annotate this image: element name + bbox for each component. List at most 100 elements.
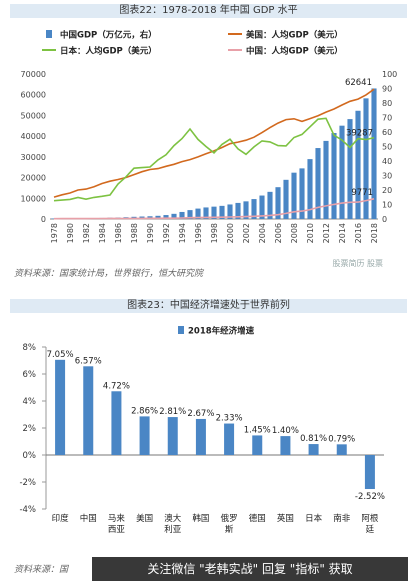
left-tick-label: 10000 — [21, 194, 46, 203]
x-tick-label: 1982 — [82, 223, 91, 243]
gdp-bar — [331, 133, 337, 219]
y-tick-label: 4% — [23, 397, 37, 407]
x-tick-label: 2004 — [258, 223, 267, 243]
gdp-bar — [187, 210, 193, 219]
series-line-2 — [53, 117, 375, 202]
gdp-bar — [315, 148, 321, 219]
right-tick-label: 30 — [382, 172, 392, 181]
category-label: 西亚 — [108, 525, 126, 535]
series-line-1 — [53, 88, 375, 198]
category-label: 韩国 — [192, 513, 209, 524]
x-tick-label: 2006 — [274, 223, 283, 243]
x-tick-label: 2000 — [226, 223, 235, 243]
gdp-bar — [259, 195, 265, 219]
x-tick-label: 2014 — [338, 223, 347, 243]
category-label: 德国 — [249, 513, 266, 524]
gdp-bar — [339, 125, 345, 219]
x-tick-label: 1990 — [146, 223, 155, 243]
right-tick-label: 10 — [382, 201, 392, 210]
legend-label-2: 日本：人均GDP（美元） — [60, 46, 157, 57]
gdp-bar — [307, 159, 313, 219]
legend-swatch — [178, 326, 184, 334]
category-label: 英国 — [277, 513, 294, 524]
right-tick-label: 90 — [382, 85, 392, 94]
data-label: 0.79% — [328, 434, 355, 444]
gdp-bar — [347, 119, 353, 219]
x-tick-label: 1978 — [50, 223, 59, 243]
growth-bar — [224, 423, 235, 455]
y-tick-label: 8% — [23, 343, 37, 353]
growth-bar — [195, 418, 206, 455]
growth-bar — [139, 416, 150, 455]
source-note-bottom: 资料来源：国 — [14, 565, 69, 575]
right-tick-label: 80 — [382, 99, 392, 108]
category-label: 中国 — [80, 513, 97, 524]
x-tick-label: 2010 — [306, 223, 315, 243]
growth-chart: 2018年经济增速 -4% -2% 0% 2% 4% 6% 8% 7.05%6.57% 4.72%… — [19, 326, 385, 536]
right-tick-label: 60 — [382, 128, 392, 137]
growth-bar — [336, 444, 347, 455]
gdp-bar — [219, 205, 225, 219]
promo-banner[interactable]: 关注微信 "老韩实战" 回复 "指标" 获取 — [92, 557, 408, 581]
panel-growth: 图表23：中国经济增速处于世界前列 2018年经济增速 -4% -2% 0% 2% 4% 6… — [0, 295, 417, 583]
x-tick-label: 2018 — [370, 223, 379, 243]
gdp-bar — [371, 88, 377, 219]
data-label: 6.57% — [75, 356, 102, 366]
category-label: 马来 — [108, 514, 126, 524]
category-label: 廷 — [366, 524, 375, 535]
data-label: 1.45% — [244, 425, 271, 435]
annotation-china: 9771 — [351, 188, 373, 198]
right-tick-label: 50 — [382, 143, 392, 152]
legend-label: 2018年经济增速 — [188, 326, 255, 337]
left-tick-label: 20000 — [21, 174, 46, 183]
data-label: 2.67% — [187, 409, 214, 419]
category-label: 日本 — [305, 513, 323, 524]
right-tick-label: 0 — [382, 215, 387, 224]
x-tick-label: 2002 — [242, 223, 251, 243]
data-label: 0.81% — [300, 434, 327, 444]
chart-title-22: 图表22：1978-2018 年中国 GDP 水平 — [10, 4, 407, 18]
gdp-bar — [51, 218, 57, 219]
gdp-bar — [171, 213, 177, 219]
category-label: 澳大 — [164, 513, 182, 524]
x-tick-label: 1980 — [66, 223, 75, 243]
growth-bar — [167, 417, 178, 455]
x-tick-label: 1988 — [130, 223, 139, 243]
right-tick-label: 20 — [382, 186, 392, 195]
growth-bar — [364, 455, 375, 490]
right-tick-label: 100 — [382, 70, 397, 79]
category-label: 利亚 — [164, 524, 182, 535]
left-tick-label: 60000 — [21, 91, 46, 100]
growth-bar — [252, 435, 263, 455]
x-tick-label: 2008 — [290, 223, 299, 243]
gdp-bar — [179, 211, 185, 219]
data-label: 2.33% — [216, 414, 243, 424]
gdp-bar — [243, 201, 249, 219]
category-label: 美国 — [136, 513, 153, 524]
category-label: 俄罗 — [221, 513, 238, 524]
legend-swatch-0 — [46, 30, 52, 38]
gdp-bar — [163, 215, 169, 219]
source-note-top: 资料来源：国家统计局，世界银行，恒大研究院 — [14, 269, 204, 279]
left-tick-label: 70000 — [21, 70, 46, 79]
growth-bar — [280, 436, 291, 455]
annotation-japan: 39287 — [346, 129, 373, 139]
category-label: 南非 — [333, 513, 351, 524]
y-tick-label: 0% — [23, 451, 37, 461]
data-label: 2.86% — [131, 406, 158, 416]
gdp-bar — [323, 140, 329, 219]
x-tick-label: 1986 — [114, 223, 123, 243]
x-tick-label: 2016 — [354, 223, 363, 243]
gdp-chart: 中国GDP（万亿元，右） 美国：人均GDP（美元） 日本：人均GDP（美元） 中国：人… — [21, 30, 398, 244]
x-tick-label: 2012 — [322, 223, 331, 243]
data-label: 2.81% — [159, 407, 186, 417]
series-line-3 — [53, 198, 375, 220]
gdp-bar — [275, 187, 281, 219]
gdp-bar — [363, 98, 369, 219]
left-tick-label: 50000 — [21, 111, 46, 120]
category-label: 阿根 — [361, 513, 379, 524]
growth-bar — [55, 359, 66, 455]
data-label: 1.40% — [272, 426, 299, 436]
data-label: -2.52% — [355, 492, 385, 502]
gdp-bar — [235, 202, 241, 219]
